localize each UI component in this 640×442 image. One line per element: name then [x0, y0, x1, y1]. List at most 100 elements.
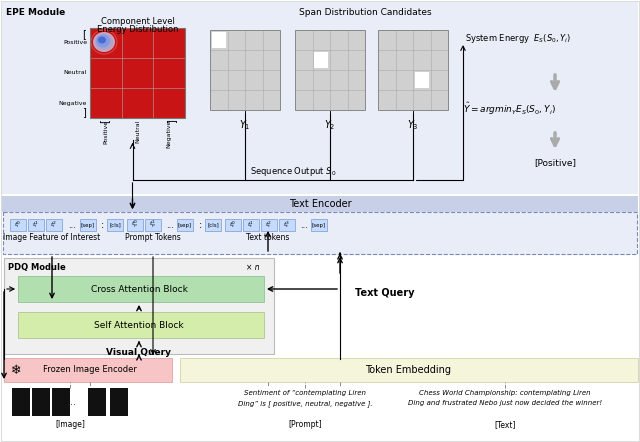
Text: [sep]: [sep] — [81, 222, 95, 228]
Text: $t_t^2$: $t_t^2$ — [266, 220, 273, 230]
Text: $t_t^1$: $t_t^1$ — [248, 220, 255, 230]
Bar — [90, 28, 185, 118]
Bar — [212, 32, 226, 48]
Text: Neutral: Neutral — [135, 120, 140, 143]
Text: [Text]: [Text] — [494, 420, 516, 429]
Text: [: [ — [99, 119, 109, 123]
Text: Visual Query: Visual Query — [106, 348, 172, 357]
Bar — [4, 258, 274, 354]
Text: Self Attention Block: Self Attention Block — [94, 320, 184, 329]
Bar — [210, 30, 280, 110]
Bar — [180, 358, 638, 382]
Text: $t_p^0$: $t_p^0$ — [131, 219, 139, 231]
Text: $t_p^1$: $t_p^1$ — [149, 219, 157, 231]
Ellipse shape — [93, 32, 115, 52]
Text: Chess World Championship: contemplating Liren: Chess World Championship: contemplating … — [419, 390, 591, 396]
Text: Cross Attention Block: Cross Attention Block — [91, 285, 188, 293]
Text: $t_i^2$: $t_i^2$ — [51, 220, 58, 230]
Text: Text Query: Text Query — [355, 288, 415, 298]
Text: PDQ Module: PDQ Module — [8, 263, 66, 272]
Bar — [205, 219, 221, 231]
Text: Negative: Negative — [166, 120, 172, 149]
Text: [Positive]: [Positive] — [534, 158, 576, 167]
Bar — [295, 30, 365, 110]
Text: :: : — [198, 220, 202, 230]
Bar — [2, 196, 638, 212]
Bar — [177, 219, 193, 231]
Bar — [210, 30, 280, 110]
Ellipse shape — [98, 37, 106, 43]
Bar — [12, 388, 30, 416]
Text: Energy Distribution: Energy Distribution — [97, 25, 179, 34]
Bar — [10, 219, 26, 231]
Text: Negative: Negative — [59, 100, 87, 106]
Text: Image Feature of Interest: Image Feature of Interest — [3, 233, 100, 242]
Text: [cls]: [cls] — [207, 222, 219, 228]
Text: Positive: Positive — [63, 41, 87, 46]
Bar — [4, 358, 172, 382]
Bar — [225, 219, 241, 231]
Bar — [311, 219, 327, 231]
Text: :: : — [100, 220, 104, 230]
Text: Sequence Output $S_0$: Sequence Output $S_0$ — [250, 165, 336, 178]
Bar — [3, 212, 637, 254]
Text: Ding and frustrated Nebo just now decided the winner!: Ding and frustrated Nebo just now decide… — [408, 400, 602, 406]
Text: Positive: Positive — [103, 120, 108, 144]
Text: [Image]: [Image] — [55, 420, 85, 429]
Text: ...: ... — [67, 397, 77, 407]
Text: [sep]: [sep] — [312, 222, 326, 228]
Bar — [314, 52, 328, 68]
Text: $Y_3$: $Y_3$ — [407, 118, 419, 132]
Bar — [145, 219, 161, 231]
Bar — [28, 219, 44, 231]
Text: Span Distribution Candidates: Span Distribution Candidates — [299, 8, 431, 17]
Bar — [261, 219, 277, 231]
Bar — [18, 312, 264, 338]
Bar — [279, 219, 295, 231]
Text: [sep]: [sep] — [178, 222, 192, 228]
Bar — [2, 2, 638, 194]
Bar — [127, 219, 143, 231]
Text: Neutral: Neutral — [63, 71, 87, 76]
Text: ❄: ❄ — [11, 363, 21, 377]
Text: System Energy  $E_S(S_0, Y_i)$: System Energy $E_S(S_0, Y_i)$ — [465, 32, 572, 45]
Bar — [415, 72, 429, 88]
Bar — [88, 388, 106, 416]
Text: Frozen Image Encoder: Frozen Image Encoder — [43, 366, 137, 374]
Bar — [90, 28, 185, 118]
Bar — [243, 219, 259, 231]
Bar — [378, 30, 448, 110]
Text: $t_t^3$: $t_t^3$ — [284, 220, 291, 230]
Text: [cls]: [cls] — [109, 222, 121, 228]
Text: $Y_1$: $Y_1$ — [239, 118, 251, 132]
Bar — [18, 276, 264, 302]
Text: Prompt Tokens: Prompt Tokens — [125, 233, 181, 242]
Bar — [32, 388, 50, 416]
Text: Component Level: Component Level — [100, 17, 175, 26]
Text: $t_i^1$: $t_i^1$ — [33, 220, 40, 230]
Text: [: [ — [82, 29, 86, 39]
Text: ]: ] — [166, 119, 176, 123]
Ellipse shape — [96, 34, 110, 47]
Text: $Y_2$: $Y_2$ — [324, 118, 336, 132]
Bar — [107, 219, 123, 231]
Text: × n: × n — [246, 263, 260, 272]
Text: ...: ... — [166, 221, 174, 229]
Text: ...: ... — [300, 221, 308, 229]
Text: ...: ... — [68, 221, 76, 229]
Text: $\hat{Y} = argmin_Y E_S(S_0, Y_i)$: $\hat{Y} = argmin_Y E_S(S_0, Y_i)$ — [463, 100, 556, 117]
Text: Ding” is [ positive, neutral, negative ].: Ding” is [ positive, neutral, negative ]… — [237, 400, 372, 407]
Text: $t_i^0$: $t_i^0$ — [14, 220, 22, 230]
Bar — [80, 219, 96, 231]
Bar — [378, 30, 448, 110]
Text: [Prompt]: [Prompt] — [288, 420, 322, 429]
Text: Text Encoder: Text Encoder — [289, 199, 351, 209]
Bar — [110, 388, 128, 416]
Bar — [46, 219, 62, 231]
Text: Sentiment of “contemplating Liren: Sentiment of “contemplating Liren — [244, 390, 366, 396]
Bar — [52, 388, 70, 416]
Text: Token Embedding: Token Embedding — [365, 365, 451, 375]
Text: $t_t^0$: $t_t^0$ — [229, 220, 237, 230]
Text: Text tokens: Text tokens — [246, 233, 290, 242]
Text: EPE Module: EPE Module — [6, 8, 65, 17]
